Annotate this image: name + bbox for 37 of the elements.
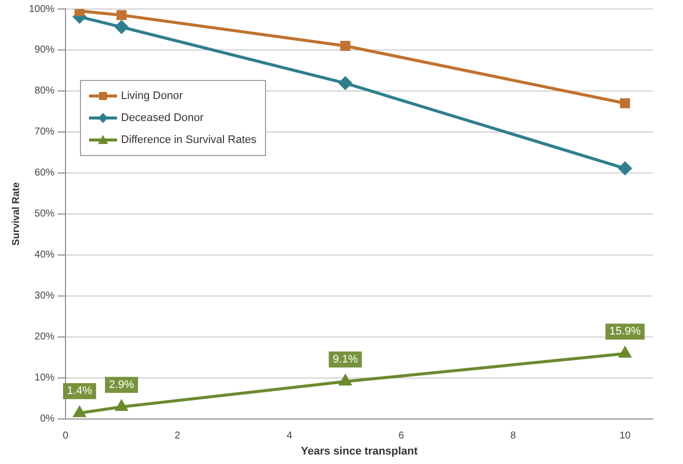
data-label: 9.1% — [332, 354, 358, 366]
y-tick-label: 70% — [34, 126, 55, 138]
data-label: 1.4% — [67, 385, 92, 398]
y-tick-label: 20% — [34, 332, 55, 343]
x-tick-label: 2 — [174, 430, 181, 442]
y-tick-label: 60% — [34, 168, 55, 179]
data-label: 2.9% — [108, 378, 134, 391]
x-axis-title: Years since transplant — [300, 445, 418, 458]
point — [115, 20, 128, 34]
data-label: 15.9% — [609, 326, 641, 338]
point — [618, 162, 632, 175]
x-tick-label: 8 — [510, 430, 516, 442]
y-tick-label: 10% — [34, 372, 55, 384]
y-tick-label: 40% — [34, 250, 55, 261]
point — [339, 375, 352, 386]
y-tick-label: 90% — [34, 44, 55, 56]
point — [620, 98, 630, 108]
point — [116, 400, 128, 411]
point — [338, 76, 352, 90]
legend-label: Living Donor — [121, 90, 183, 102]
legend-label: Difference in Survival Rates — [121, 134, 257, 146]
point — [340, 40, 350, 51]
legend-label: Deceased Donor — [121, 112, 204, 124]
x-tick-label: 4 — [286, 430, 293, 442]
y-tick-label: 30% — [34, 290, 55, 302]
y-tick-label: 100% — [29, 4, 55, 15]
y-axis-title: Survival Rate — [10, 182, 22, 246]
x-tick-label: 6 — [398, 430, 404, 442]
x-tick-label: 0 — [62, 430, 69, 442]
x-tick-label: 10 — [619, 430, 632, 442]
point — [619, 347, 631, 358]
point — [74, 9, 85, 16]
y-tick-label: 50% — [34, 208, 55, 220]
point — [116, 10, 127, 20]
y-tick-label: 0% — [40, 414, 55, 425]
point — [74, 406, 86, 418]
y-tick-label: 80% — [34, 86, 55, 97]
